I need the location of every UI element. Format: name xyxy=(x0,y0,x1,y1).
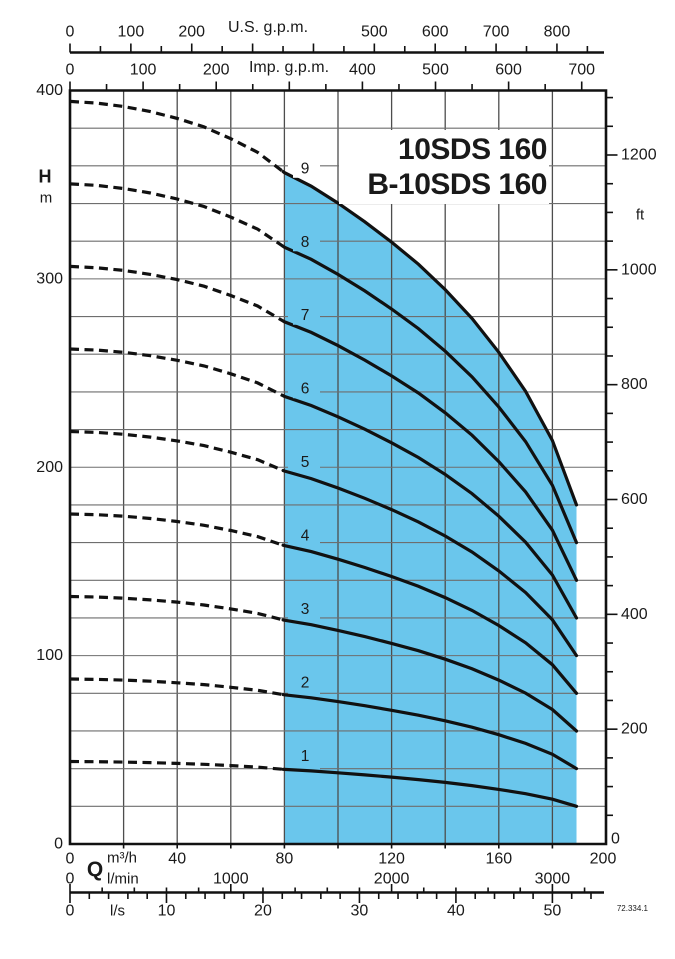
curve-stage-7-dashed xyxy=(69,264,284,323)
tick-label: 600 xyxy=(621,491,648,508)
page-title-line2: B-10SDS 160 xyxy=(367,168,547,201)
tick-label: 200 xyxy=(590,851,617,868)
curve-stage-9-dashed xyxy=(69,99,285,173)
tick-label: 1000 xyxy=(213,871,249,888)
head-ft-axis: 200 400 600 800 1000 1200 0 xyxy=(606,96,657,848)
curve-stage-5-dashed xyxy=(69,429,284,472)
tick-label: 0 xyxy=(66,24,75,41)
curve-stage-6-solid xyxy=(281,394,579,620)
tick-label: 500 xyxy=(361,24,388,41)
drawing-code: 72.334.1 xyxy=(616,904,648,913)
tick-label: 100 xyxy=(130,62,157,79)
tick-label: 0 xyxy=(54,836,63,853)
head-axis-label: H xyxy=(38,166,52,187)
curve-stage-label: 8 xyxy=(301,234,310,251)
head-m-axis: 0 100 200 300 400 xyxy=(36,82,63,853)
curve-stage-label: 7 xyxy=(301,307,310,324)
tick-label: 40 xyxy=(168,851,186,868)
curve-stage-9-solid xyxy=(281,170,579,507)
tick-label: 80 xyxy=(276,851,294,868)
tick-label: 800 xyxy=(544,24,571,41)
curve-stage-6-dashed xyxy=(69,347,284,398)
tick-label: 2000 xyxy=(374,871,410,888)
flow-lmin-axis: 0 1000 2000 3000 xyxy=(66,871,571,888)
head-axis-unit-ft: ft xyxy=(635,206,645,224)
tick-label: 200 xyxy=(36,459,63,476)
flow-ls-axis: 0 10 20 30 40 50 xyxy=(66,903,562,920)
tick-label: 500 xyxy=(422,62,449,79)
curve-stage-2-dashed xyxy=(69,677,284,697)
tick-label: 1000 xyxy=(621,261,657,278)
imp-gpm-axis: 0 100 200 400 500 600 700 xyxy=(66,62,595,91)
curve-stage-5-solid xyxy=(281,468,579,658)
tick-label: 400 xyxy=(36,82,63,99)
curve-stage-label: 6 xyxy=(301,381,310,398)
plot-frame xyxy=(68,89,608,849)
curve-stage-3-dashed xyxy=(69,594,284,622)
tick-label: 100 xyxy=(118,24,145,41)
page-title: 10SDS 160 B-10SDS 160 xyxy=(339,130,549,204)
curve-stage-8-dashed xyxy=(69,182,284,248)
tick-label: 100 xyxy=(36,647,63,664)
imp-gpm-axis-title: Imp. g.p.m. xyxy=(248,59,330,76)
curve-stage-1-dashed xyxy=(69,759,284,771)
curve-stage-label: 5 xyxy=(301,454,310,471)
tick-label: 600 xyxy=(422,24,449,41)
tick-label: 200 xyxy=(621,721,648,738)
curve-stage-label: 4 xyxy=(301,528,310,545)
flow-unit-m3h: m³/h xyxy=(107,849,137,867)
head-axis-unit-m: m xyxy=(39,189,53,207)
flow-axis-label: Q xyxy=(86,858,104,881)
flow-m3h-axis: 0 40 80 120 160 200 xyxy=(66,851,617,868)
tick-label: 50 xyxy=(544,903,562,920)
tick-label: 3000 xyxy=(535,871,571,888)
tick-label: 1200 xyxy=(621,146,657,163)
gridlines xyxy=(70,90,606,844)
flow-unit-ls: l/s xyxy=(110,902,125,920)
tick-label: 20 xyxy=(254,903,272,920)
tick-label: 0 xyxy=(66,871,75,888)
tick-label: 120 xyxy=(378,851,405,868)
curve-stage-label: 9 xyxy=(301,160,310,177)
tick-label: 0 xyxy=(66,62,75,79)
tick-label: 0 xyxy=(66,851,75,868)
tick-label: 160 xyxy=(485,851,512,868)
curve-stage-labels: 1 2 3 4 5 6 7 8 9 xyxy=(293,159,317,766)
curve-stage-7-solid xyxy=(281,319,579,582)
curve-stage-1-solid xyxy=(281,767,579,808)
tick-label: 600 xyxy=(495,62,522,79)
tick-label: 400 xyxy=(621,606,648,623)
flow-unit-lmin: l/min xyxy=(107,870,139,888)
pump-curves xyxy=(69,99,579,808)
curve-stage-3-solid xyxy=(281,618,579,733)
tick-label: 800 xyxy=(621,376,648,393)
tick-label: 400 xyxy=(349,62,376,79)
tick-label: 30 xyxy=(351,903,369,920)
operating-range-fill xyxy=(284,172,577,845)
lmin-ls-ruler xyxy=(69,884,604,903)
curve-stage-4-solid xyxy=(281,543,579,695)
curve-stage-2-solid xyxy=(281,692,579,771)
tick-label: 40 xyxy=(447,903,465,920)
tick-label: 0 xyxy=(66,903,75,920)
tick-label: 300 xyxy=(36,270,63,287)
curve-stage-label: 2 xyxy=(301,675,310,692)
curve-stage-8-solid xyxy=(281,244,579,545)
tick-label: 700 xyxy=(568,62,595,79)
us-gpm-axis: 0 100 200 500 600 700 800 xyxy=(66,24,604,54)
tick-label: 200 xyxy=(203,62,230,79)
tick-label: 200 xyxy=(178,24,205,41)
curve-stage-4-dashed xyxy=(69,512,284,547)
ft-zero-label: 0 xyxy=(611,831,620,848)
tick-label: 700 xyxy=(483,24,510,41)
curve-stage-label: 1 xyxy=(301,748,310,765)
us-gpm-axis-title: U.S. g.p.m. xyxy=(227,19,309,36)
tick-label: 10 xyxy=(158,903,176,920)
curve-stage-label: 3 xyxy=(301,601,310,618)
page-title-line1: 10SDS 160 xyxy=(398,133,547,166)
